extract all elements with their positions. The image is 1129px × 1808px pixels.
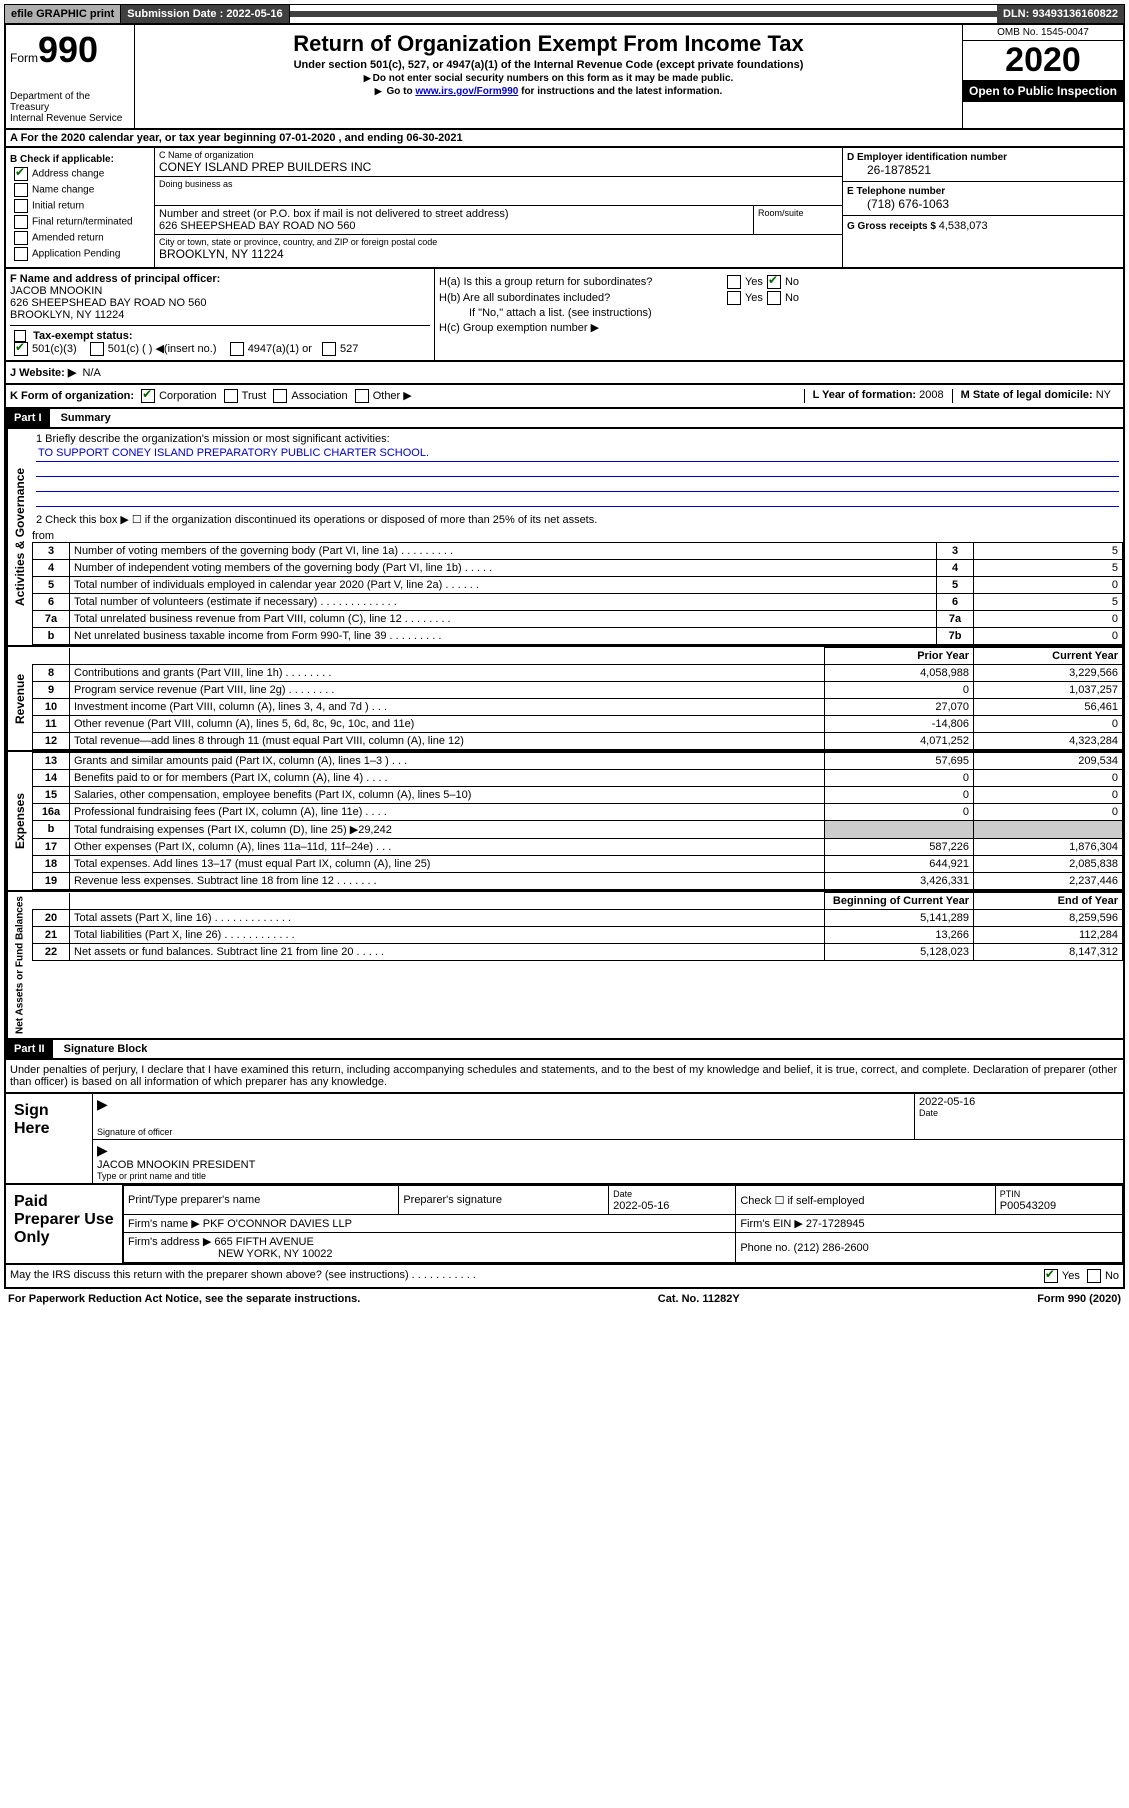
checkbox-hb-no[interactable] [767,291,781,305]
preparer-date: 2022-05-16 [613,1200,669,1212]
page-footer: For Paperwork Reduction Act Notice, see … [4,1289,1125,1309]
org-name: CONEY ISLAND PREP BUILDERS INC [159,160,838,174]
firm-ein: 27-1728945 [806,1218,865,1230]
checkbox-association[interactable] [273,389,287,403]
checkbox-hb-yes[interactable] [727,291,741,305]
row-a-tax-year: A For the 2020 calendar year, or tax yea… [4,130,1125,148]
mission-text: TO SUPPORT CONEY ISLAND PREPARATORY PUBL… [36,445,1119,462]
officer-name: JACOB MNOOKIN [10,285,430,297]
checkbox-trust[interactable] [224,389,238,403]
revenue-table: Prior YearCurrent Year8Contributions and… [32,647,1123,750]
phone: (718) 676-1063 [847,197,1119,211]
vlabel-revenue: Revenue [6,647,32,750]
expenses-section: Expenses 13Grants and similar amounts pa… [4,752,1125,892]
open-to-public: Open to Public Inspection [963,80,1123,102]
year-formation: 2008 [919,389,943,401]
org-city: BROOKLYN, NY 11224 [159,247,838,261]
revenue-section: Revenue Prior YearCurrent Year8Contribut… [4,647,1125,752]
vlabel-netassets: Net Assets or Fund Balances [6,892,32,1038]
checkbox-4947[interactable] [230,342,244,356]
part-i-header: Part I Summary [4,409,1125,429]
checkbox-initial-return[interactable] [14,199,28,213]
checkbox-501c3[interactable] [14,342,28,356]
checkbox-ha-no[interactable] [767,275,781,289]
ptin: P00543209 [1000,1200,1056,1212]
ein: 26-1878521 [847,163,1119,177]
sign-date: 2022-05-16 [919,1096,1119,1108]
form-title: Return of Organization Exempt From Incom… [139,31,958,57]
form-subtitle: Under section 501(c), 527, or 4947(a)(1)… [139,59,958,71]
checkbox-other[interactable] [355,389,369,403]
row-j-website: J Website: ▶ N/A [4,362,1125,385]
top-bar: efile GRAPHIC print Submission Date : 20… [4,4,1125,24]
governance-table: 3Number of voting members of the governi… [32,542,1123,645]
perjury-declaration: Under penalties of perjury, I declare th… [6,1060,1123,1092]
checkbox-527[interactable] [322,342,336,356]
checkbox-application-pending[interactable] [14,247,28,261]
row-k-form-org: K Form of organization: Corporation Trus… [4,385,1125,409]
netassets-section: Net Assets or Fund Balances Beginning of… [4,892,1125,1040]
org-street: 626 SHEEPSHEAD BAY ROAD NO 560 [159,220,749,232]
form-header: Form 990 Department of the Treasury Inte… [4,24,1125,130]
col-b-checkboxes: B Check if applicable: Address change Na… [6,148,155,267]
omb-number: OMB No. 1545-0047 [963,25,1123,41]
irs-link[interactable]: www.irs.gov/Form990 [415,86,518,97]
part-ii-header: Part II Signature Block [4,1040,1125,1060]
section-bcde: B Check if applicable: Address change Na… [4,148,1125,269]
paid-preparer-block: Paid Preparer Use Only Print/Type prepar… [4,1185,1125,1265]
state-domicile: NY [1096,389,1111,401]
dept-treasury: Department of the Treasury [10,91,130,113]
efile-print-button[interactable]: efile GRAPHIC print [5,5,121,23]
section-fih: F Name and address of principal officer:… [4,269,1125,362]
col-c-org-info: C Name of organization CONEY ISLAND PREP… [155,148,843,267]
sign-here-block: Sign Here Signature of officer 2022-05-1… [4,1094,1125,1185]
firm-name: PKF O'CONNOR DAVIES LLP [203,1218,352,1230]
website: N/A [82,367,100,379]
gross-receipts: 4,538,073 [939,220,988,232]
instructions-note: Go to www.irs.gov/Form990 for instructio… [139,86,958,97]
submission-date: Submission Date : 2022-05-16 [121,5,289,23]
col-d-ein-phone: D Employer identification number 26-1878… [843,148,1123,267]
checkbox-final-return[interactable] [14,215,28,229]
checkbox-discuss-yes[interactable] [1044,1269,1058,1283]
part-i-body: Activities & Governance 1 Briefly descri… [4,429,1125,647]
firm-phone: (212) 286-2600 [794,1242,869,1254]
dept-irs: Internal Revenue Service [10,113,130,124]
checkbox-amended[interactable] [14,231,28,245]
officer-signed-name: JACOB MNOOKIN PRESIDENT [97,1159,1119,1171]
form-word: Form [10,51,38,65]
ssn-note: Do not enter social security numbers on … [139,73,958,84]
vlabel-governance: Activities & Governance [6,429,32,645]
form-number: 990 [38,29,98,71]
dln: DLN: 93493136160822 [997,5,1124,23]
tax-year: 2020 [963,41,1123,80]
checkbox-name-change[interactable] [14,183,28,197]
firm-address: 665 FIFTH AVENUE [214,1236,313,1248]
discuss-row: May the IRS discuss this return with the… [4,1265,1125,1289]
netassets-table: Beginning of Current YearEnd of Year20To… [32,892,1123,961]
checkbox-corporation[interactable] [141,389,155,403]
signature-section: Under penalties of perjury, I declare th… [4,1060,1125,1094]
checkbox-501c[interactable] [90,342,104,356]
expenses-table: 13Grants and similar amounts paid (Part … [32,752,1123,890]
checkbox-address-change[interactable] [14,167,28,181]
checkbox-ha-yes[interactable] [727,275,741,289]
vlabel-expenses: Expenses [6,752,32,890]
checkbox-discuss-no[interactable] [1087,1269,1101,1283]
